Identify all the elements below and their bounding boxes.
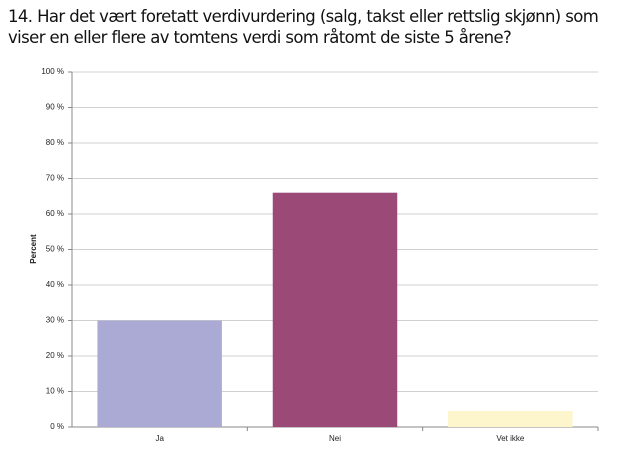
y-tick-label: 30 % <box>46 316 64 325</box>
y-tick-label: 40 % <box>46 280 64 289</box>
y-tick-label: 100 % <box>41 67 64 76</box>
y-tick-label: 0 % <box>50 422 64 431</box>
y-tick-label: 20 % <box>46 351 64 360</box>
chart-title: 14. Har det vært foretatt verdivurdering… <box>8 7 599 47</box>
x-tick-label: Vet ikke <box>496 434 525 443</box>
y-tick-label: 70 % <box>46 174 64 183</box>
x-tick-label: Ja <box>155 434 164 443</box>
y-axis-label: Percent <box>29 234 38 264</box>
bar <box>448 411 573 427</box>
x-tick-label: Nei <box>329 434 341 443</box>
bar <box>97 320 222 427</box>
y-tick-label: 60 % <box>46 209 64 218</box>
y-tick-label: 10 % <box>46 387 64 396</box>
bar <box>272 192 398 427</box>
y-tick-label: 90 % <box>46 103 64 112</box>
y-tick-label: 50 % <box>46 245 64 254</box>
y-tick-label: 80 % <box>46 138 64 147</box>
